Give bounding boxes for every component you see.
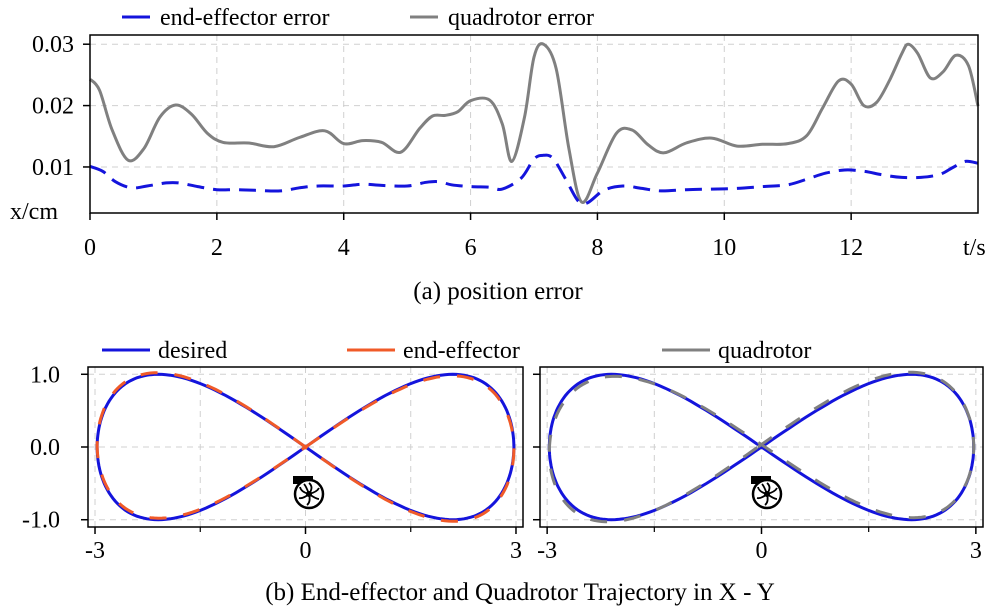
series-quadrotor-error [88,42,980,204]
plot-b-left: -3 0 3 1.0 0.0 -1.0 [22,362,524,564]
plot-a-frame [89,34,979,214]
plot-a-ticks: 0 2 4 6 8 10 12 0.01 0.02 0.03 [32,32,863,261]
series-end-effector-error [89,153,979,206]
y-tick-label: 0.02 [32,94,74,120]
quadrotor-fan-icon [293,476,325,510]
plot-b-left-ticks: -3 0 3 1.0 0.0 -1.0 [22,362,522,564]
x-tick-label: -3 [537,538,557,564]
x-tick-label: 0 [300,538,312,564]
legend-label-quadrotor: quadrotor [718,338,811,364]
x-tick-label: 8 [591,235,603,261]
legend-label-end-effector-error: end-effector error [160,5,329,31]
legend-a: end-effector error quadrotor error [122,5,594,31]
series-end-effector [95,371,516,523]
x-tick-label: 3 [510,538,522,564]
y-axis-label-a: x/cm [10,199,58,225]
x-tick-label: 2 [211,235,223,261]
y-tick-label: 0.03 [32,32,74,58]
plot-a: 0 2 4 6 8 10 12 0.01 0.02 0.03 x/cm t/s (a) posit… [10,32,986,305]
legend-label-end-effector: end-effector [403,338,520,364]
x-axis-label-a: t/s [963,235,986,261]
caption-b: (b) End-effector and Quadrotor Trajector… [265,579,775,606]
x-tick-label: 12 [839,235,863,261]
x-tick-label: -3 [85,538,105,564]
plot-b-right-ticks: -3 0 3 [533,373,982,564]
series-quadrotor [547,370,976,524]
y-tick-label: -1.0 [22,508,60,534]
caption-a: (a) position error [413,278,583,305]
y-tick-label: 1.0 [30,362,60,388]
x-tick-label: 0 [756,538,768,564]
x-tick-label: 0 [84,235,96,261]
y-tick-label: 0.01 [32,155,74,181]
legend-b: desired end-effector quadrotor [102,338,811,364]
legend-label-desired: desired [158,338,227,364]
quadrotor-fan-icon [751,476,783,510]
plot-b-right: -3 0 3 [533,366,984,564]
x-tick-label: 10 [712,235,736,261]
y-tick-label: 0.0 [30,435,60,461]
x-tick-label: 3 [970,538,982,564]
legend-label-quadrotor-error: quadrotor error [448,5,594,31]
plot-a-grid [90,35,978,213]
x-tick-label: 6 [465,235,477,261]
x-tick-label: 4 [338,235,350,261]
